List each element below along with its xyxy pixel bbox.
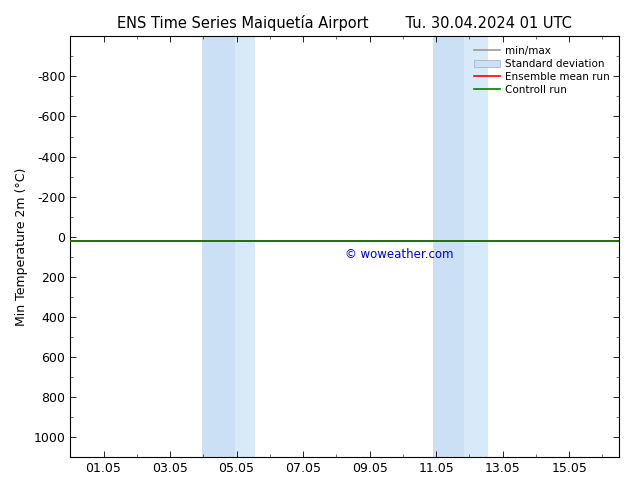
Bar [464,36,488,457]
Text: © woweather.com: © woweather.com [345,248,453,261]
Bar [235,36,255,457]
Bar [202,36,235,457]
Bar [433,36,464,457]
Title: ENS Time Series Maiquetía Airport        Tu. 30.04.2024 01 UTC: ENS Time Series Maiquetía Airport Tu. 30… [117,15,572,31]
Y-axis label: Min Temperature 2m (°C): Min Temperature 2m (°C) [15,168,28,326]
Legend: min/max, Standard deviation, Ensemble mean run, Controll run: min/max, Standard deviation, Ensemble me… [469,42,614,99]
